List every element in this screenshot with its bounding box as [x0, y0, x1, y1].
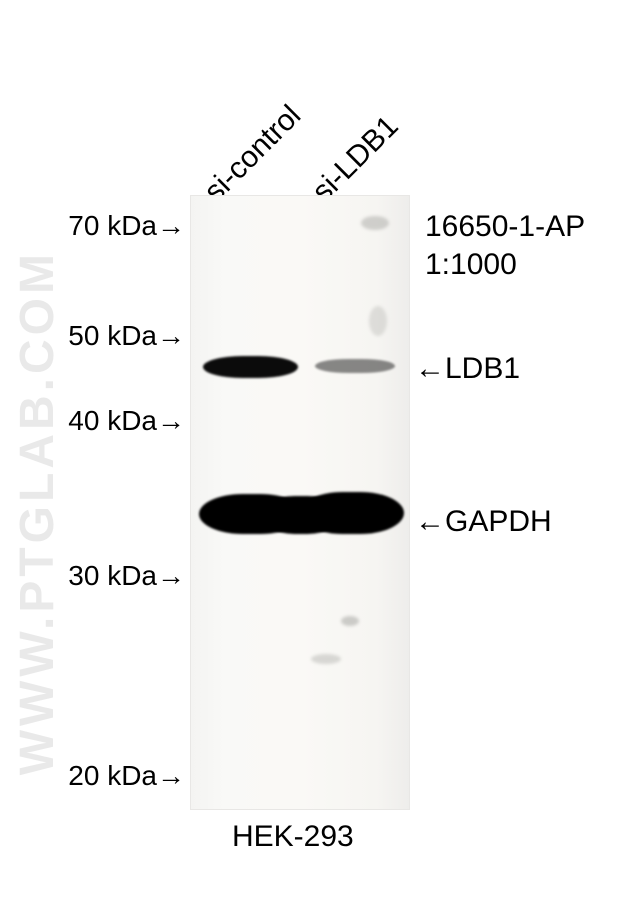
- gapdh-band-label: ←GAPDH: [415, 505, 552, 539]
- mw-label: 40 kDa→: [68, 405, 185, 437]
- blot-band: [261, 496, 341, 534]
- cell-line-label: HEK-293: [232, 820, 354, 854]
- blot-band: [203, 356, 298, 378]
- blot-noise: [341, 616, 359, 626]
- blot-figure: si-control si-LDB1 70 kDa→ 50 kDa→ 40 kD…: [0, 0, 643, 903]
- lane-label-control: si-control: [198, 99, 308, 209]
- mw-label: 50 kDa→: [68, 320, 185, 352]
- ldb1-band-label: ←LDB1: [415, 352, 520, 386]
- blot-noise: [361, 216, 389, 230]
- blot-band: [315, 359, 395, 373]
- blot-noise: [369, 306, 387, 336]
- dilution-label: 1:1000: [425, 248, 517, 282]
- blot-noise: [311, 654, 341, 664]
- mw-label: 30 kDa→: [68, 560, 185, 592]
- mw-label: 70 kDa→: [68, 210, 185, 242]
- mw-label: 20 kDa→: [68, 760, 185, 792]
- antibody-code-label: 16650-1-AP: [425, 210, 585, 244]
- blot-membrane: [190, 195, 410, 810]
